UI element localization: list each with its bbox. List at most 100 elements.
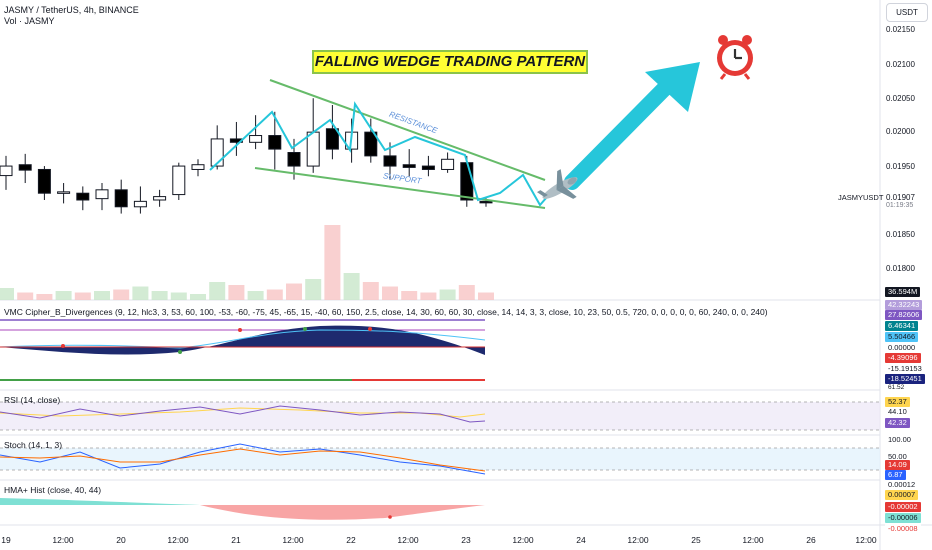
time-label: 12:00: [512, 535, 534, 545]
hma-value: -0.00006: [885, 513, 921, 523]
volume-bar: [382, 286, 398, 300]
volume-bar: [151, 291, 168, 300]
volume-bar: [170, 292, 187, 300]
candle-body[interactable]: [479, 200, 493, 204]
vmc-value: 0.00000: [885, 343, 919, 353]
rsi-value: 42.32: [885, 418, 910, 428]
volume-bar: [266, 289, 283, 300]
volume-bar: [0, 288, 14, 300]
volume-bar: [324, 225, 341, 300]
vmc-value: 5.50466: [885, 332, 919, 342]
candle-body[interactable]: [306, 131, 320, 167]
candle-body[interactable]: [402, 164, 416, 168]
rsi-value: 52.37: [885, 397, 910, 407]
candle-body[interactable]: [18, 164, 32, 171]
candle-body[interactable]: [0, 165, 13, 177]
volume-bar: [478, 292, 494, 300]
volume-bar: [458, 285, 475, 300]
volume-bar: [132, 286, 149, 300]
price-label: 0.02100: [886, 60, 915, 69]
volume-bar: [439, 289, 456, 300]
candle-body[interactable]: [76, 192, 90, 201]
currency-button[interactable]: USDT: [886, 3, 928, 22]
volume-bar: [401, 291, 418, 300]
volume-bar: [362, 282, 379, 300]
rsi-label: RSI (14, close): [4, 395, 61, 405]
wedge-zigzag: [209, 101, 561, 207]
time-label: 20: [116, 535, 126, 545]
candle-body[interactable]: [172, 165, 186, 196]
time-label: 26: [806, 535, 816, 545]
candle-body[interactable]: [95, 189, 109, 200]
volume-bar: [247, 291, 264, 300]
candlesticks: [0, 98, 493, 214]
last-price: 0.01907: [886, 193, 915, 202]
stoch-value: 6.87: [885, 470, 906, 480]
breakout-arrow: [564, 62, 700, 190]
candle-body[interactable]: [421, 165, 435, 170]
countdown: 01:19:35: [886, 202, 914, 209]
price-label: 0.02050: [886, 94, 915, 103]
time-label: 23: [461, 535, 471, 545]
vmc-value: 42.32243: [885, 300, 923, 310]
hma-value: -0.00002: [885, 502, 921, 512]
stoch-value: 50.00: [885, 452, 910, 462]
time-label: 24: [576, 535, 586, 545]
vmc-value: -18.52451: [885, 374, 925, 384]
time-label: 12:00: [742, 535, 764, 545]
hma-value: 0.00012: [885, 480, 919, 490]
candle-body[interactable]: [133, 200, 147, 208]
volume-bar: [55, 291, 72, 300]
volume-bar: [209, 282, 226, 300]
volume-bar: [228, 285, 245, 300]
volume-bar: [113, 289, 130, 300]
time-label: 12:00: [627, 535, 649, 545]
time-label: 25: [691, 535, 701, 545]
vmc-value: 61.52: [885, 384, 908, 391]
chart-title: JASMY / TetherUS, 4h, BINANCE: [4, 5, 139, 15]
vmc-value: 27.82606: [885, 310, 923, 320]
symbol-tag: JASMYUSDT: [838, 193, 884, 202]
hma-histogram: [0, 498, 485, 520]
volume-legend: Vol · JASMY: [4, 16, 55, 26]
candle-body[interactable]: [287, 152, 301, 167]
vmc-label: VMC Cipher_B_Divergences (9, 12, hlc3, 3…: [4, 307, 768, 317]
hma-label: HMA+ Hist (close, 40, 44): [4, 485, 102, 495]
volume-bar: [74, 292, 91, 300]
vmc-indicator: [0, 319, 486, 381]
candle-body[interactable]: [268, 135, 282, 150]
candle-body[interactable]: [441, 158, 455, 170]
rsi-value: 44.10: [885, 407, 910, 417]
rsi-indicator: [0, 401, 880, 431]
candle-body[interactable]: [37, 168, 51, 194]
time-label: 12:00: [282, 535, 304, 545]
candle-body[interactable]: [57, 191, 71, 194]
stoch-value: 100.00: [885, 435, 914, 445]
hma-value: 0.00007: [885, 490, 919, 500]
candle-body[interactable]: [325, 128, 339, 150]
hma-value: -0.00008: [885, 524, 921, 534]
candle-body[interactable]: [460, 162, 474, 201]
volume-bar: [94, 291, 110, 300]
stoch-label: Stoch (14, 1, 3): [4, 440, 63, 450]
time-label: 22: [346, 535, 356, 545]
candle-body[interactable]: [153, 196, 167, 201]
alarm-clock-icon: [717, 35, 753, 80]
volume-bars: [0, 225, 494, 300]
time-label: 12:00: [397, 535, 419, 545]
price-label: 0.01850: [886, 230, 915, 239]
volume-bar: [343, 273, 360, 300]
resistance-line: [269, 79, 546, 181]
candle-body[interactable]: [249, 135, 263, 143]
time-label: 12:00: [167, 535, 189, 545]
airplane-icon: [536, 169, 578, 199]
candle-body[interactable]: [364, 131, 378, 157]
vmc-value: 6.46341: [885, 321, 919, 331]
time-label: 21: [231, 535, 241, 545]
candle-body[interactable]: [383, 155, 397, 167]
price-label: 0.02000: [886, 127, 915, 136]
candle-body[interactable]: [114, 189, 128, 208]
candle-body[interactable]: [191, 164, 205, 170]
volume-bar: [36, 294, 53, 300]
